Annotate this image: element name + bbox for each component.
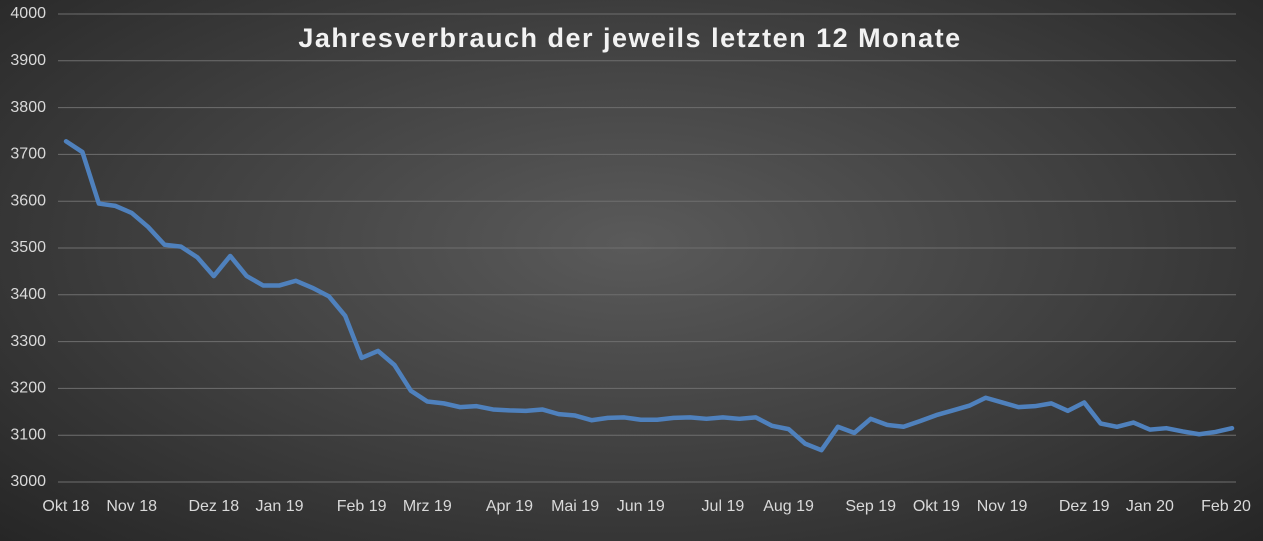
x-tick-label: Mai 19 xyxy=(551,498,599,515)
y-tick-label: 3300 xyxy=(10,333,46,350)
x-tick-label: Apr 19 xyxy=(486,498,533,515)
y-tick-label: 3100 xyxy=(10,426,46,443)
y-tick-label: 3500 xyxy=(10,239,46,256)
x-tick-label: Mrz 19 xyxy=(403,498,452,515)
y-tick-label: 3200 xyxy=(10,380,46,397)
x-tick-label: Dez 19 xyxy=(1059,498,1110,515)
x-tick-label: Jan 19 xyxy=(255,498,303,515)
x-tick-label: Nov 18 xyxy=(106,498,157,515)
x-tick-label: Feb 19 xyxy=(337,498,387,515)
x-tick-label: Dez 18 xyxy=(188,498,239,515)
y-tick-label: 3600 xyxy=(10,192,46,209)
x-tick-label: Jan 20 xyxy=(1126,498,1174,515)
y-tick-label: 4000 xyxy=(10,5,46,22)
x-tick-label: Okt 18 xyxy=(42,498,89,515)
y-tick-label: 3700 xyxy=(10,146,46,163)
y-tick-label: 3400 xyxy=(10,286,46,303)
x-tick-label: Sep 19 xyxy=(845,498,896,515)
x-tick-label: Aug 19 xyxy=(763,498,814,515)
data-line xyxy=(63,139,1235,453)
y-tick-label: 3900 xyxy=(10,52,46,69)
y-tick-label: 3800 xyxy=(10,99,46,116)
x-tick-label: Feb 20 xyxy=(1201,498,1251,515)
x-tick-label: Jul 19 xyxy=(702,498,745,515)
chart-title: Jahresverbrauch der jeweils letzten 12 M… xyxy=(298,23,961,53)
x-tick-label: Jun 19 xyxy=(617,498,665,515)
y-tick-label: 3000 xyxy=(10,473,46,490)
x-tick-label: Nov 19 xyxy=(977,498,1028,515)
x-tick-label: Okt 19 xyxy=(913,498,960,515)
